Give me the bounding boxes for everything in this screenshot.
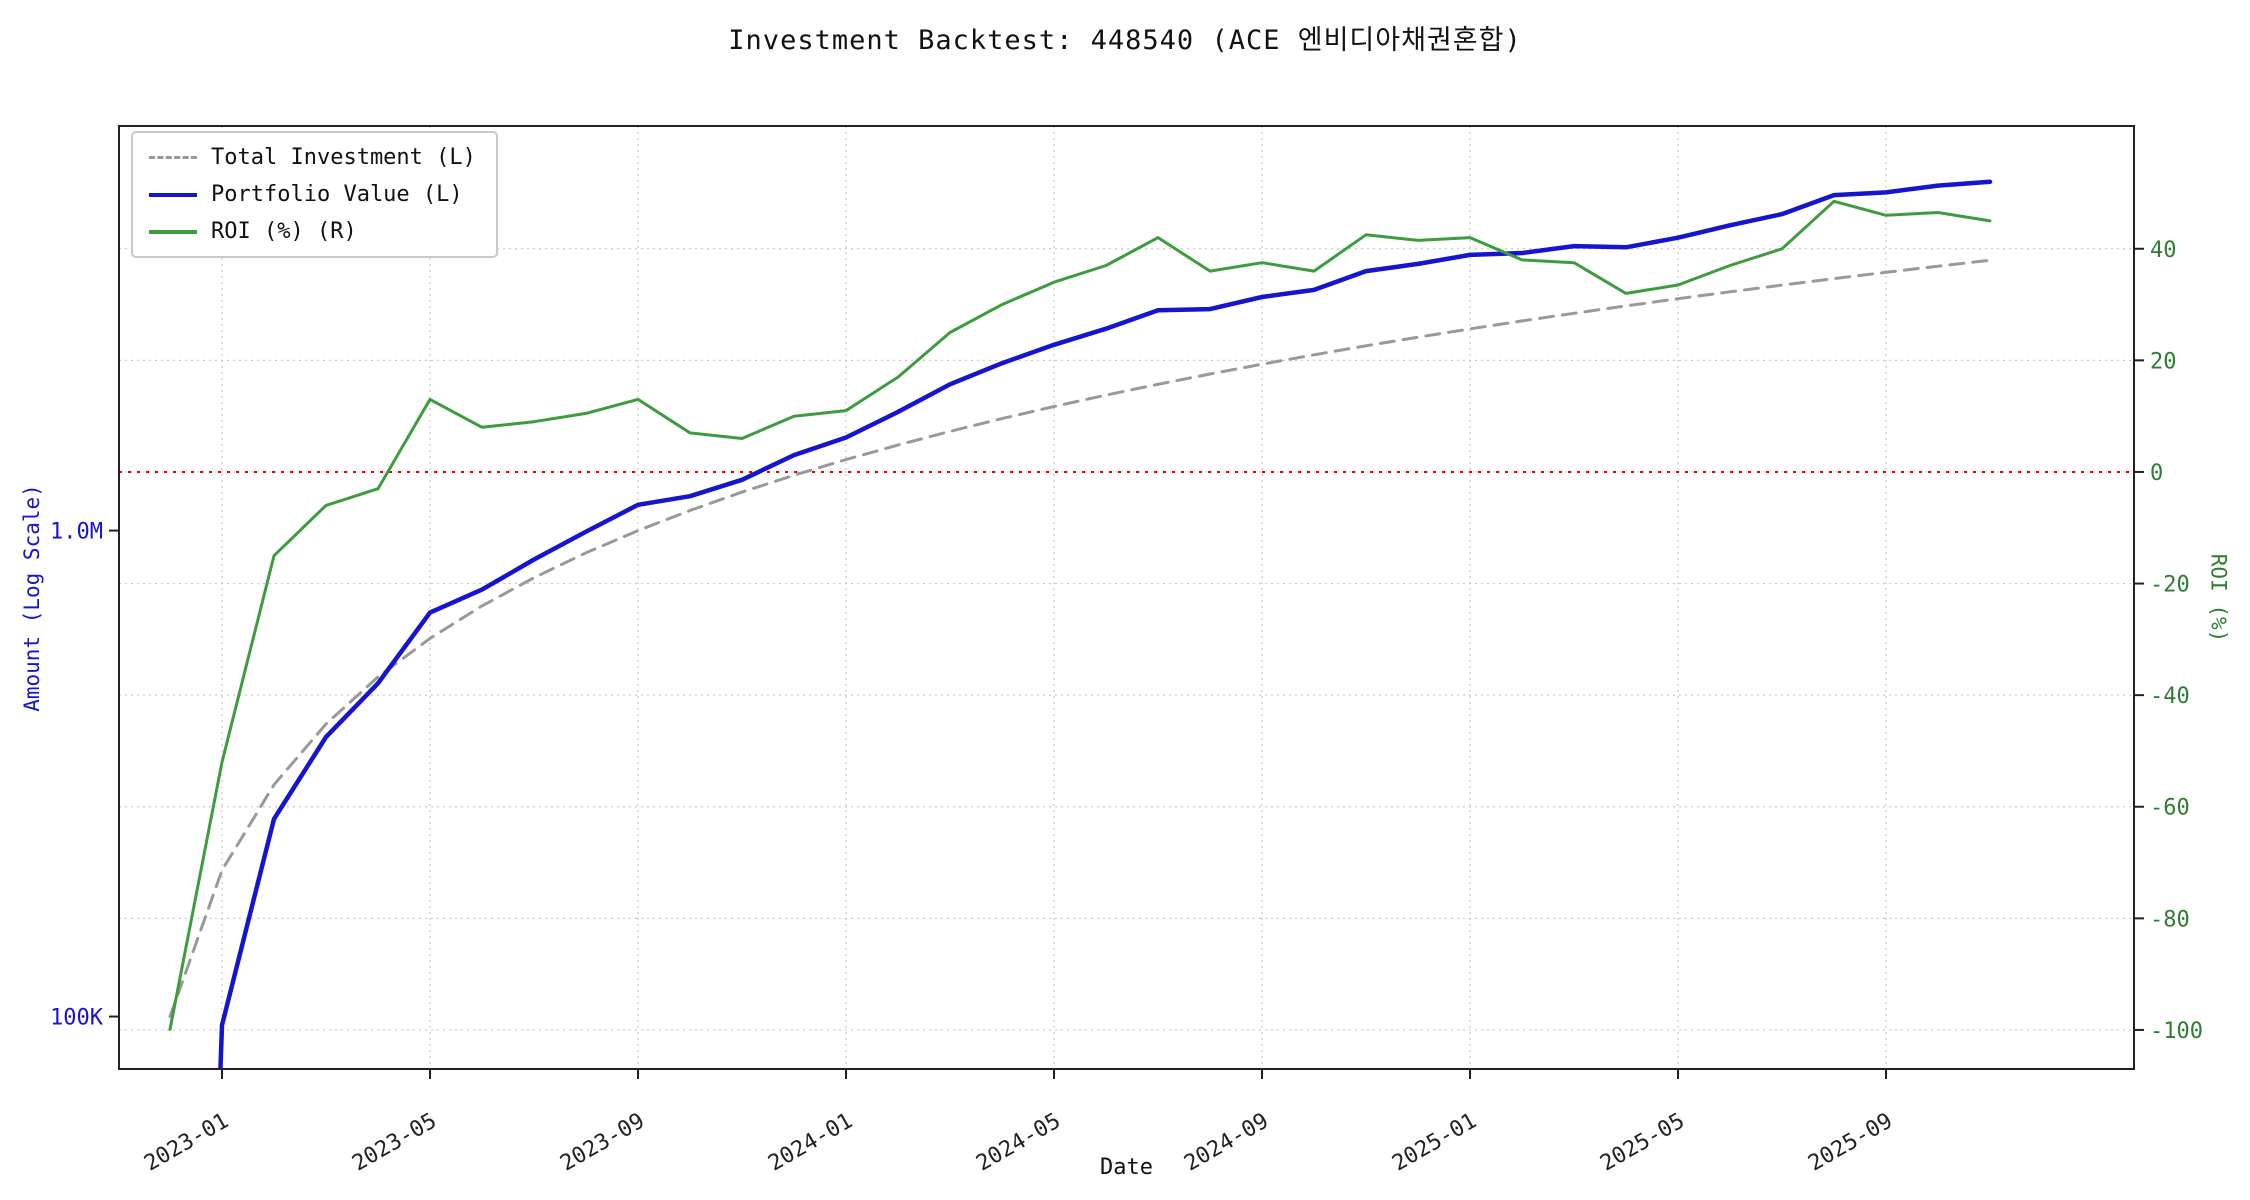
svg-text:40: 40 [2150, 238, 2177, 263]
legend-item-roi: ROI (%) (R) [149, 219, 476, 244]
svg-text:-40: -40 [2150, 684, 2190, 709]
left-tick-labels: 100K 1.0M [50, 520, 119, 1031]
svg-text:-60: -60 [2150, 796, 2190, 821]
svg-text:-20: -20 [2150, 573, 2190, 598]
legend-line-sample-blue [149, 192, 197, 197]
left-axis-title: Amount (Log Scale) [20, 483, 45, 712]
legend-line-sample-green [149, 229, 197, 234]
plot-frame [118, 125, 2135, 1070]
legend: Total Investment (L) Portfolio Value (L)… [131, 131, 498, 258]
legend-label-portfolio-value: Portfolio Value (L) [211, 182, 463, 207]
right-tick-labels: 40 20 0 -20 -40 -60 -80 -100 [2134, 238, 2203, 1044]
svg-text:100K: 100K [50, 1006, 104, 1031]
svg-text:0: 0 [2150, 461, 2163, 486]
series-line-portfolio-value-l- [218, 179, 1993, 1069]
legend-label-total-investment: Total Investment (L) [211, 145, 476, 170]
svg-text:-100: -100 [2150, 1019, 2203, 1044]
legend-label-roi: ROI (%) (R) [211, 219, 357, 244]
chart-title: Investment Backtest: 448540 (ACE 엔비디아채권혼… [728, 25, 1522, 56]
legend-item-total-investment: Total Investment (L) [149, 145, 476, 170]
svg-text:20: 20 [2150, 349, 2177, 374]
svg-text:1.0M: 1.0M [50, 520, 103, 545]
right-axis-title: ROI (%) [2206, 553, 2231, 642]
series-line-total-investment-l- [168, 258, 1992, 1019]
series-line-roi-r- [168, 199, 1992, 1031]
legend-line-sample-dashed [149, 156, 197, 159]
legend-item-portfolio-value: Portfolio Value (L) [149, 182, 476, 207]
svg-text:-80: -80 [2150, 907, 2190, 932]
x-axis-title: Date [1100, 1155, 1153, 1180]
gridlines [119, 126, 2134, 1069]
